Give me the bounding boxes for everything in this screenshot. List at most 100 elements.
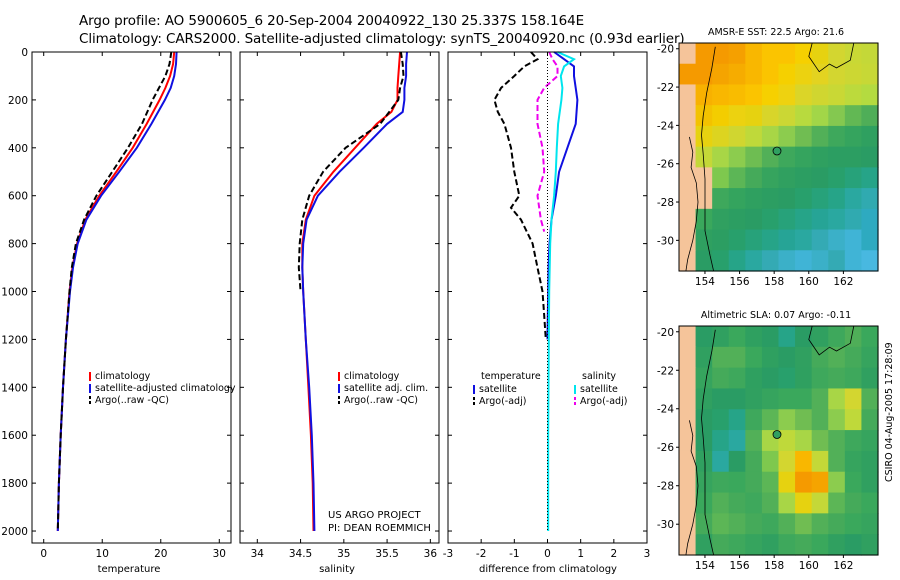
sst-map-cell xyxy=(844,43,863,65)
sst-ytick-label: -30 xyxy=(657,235,674,247)
sst-map-cell xyxy=(778,250,796,272)
sla-map-cell xyxy=(828,513,846,535)
sst-map-cell xyxy=(745,84,763,106)
sst-map-cell xyxy=(712,188,730,210)
sst-map-cell xyxy=(861,250,879,272)
sst-map-cell xyxy=(728,188,746,210)
sst-map-cell xyxy=(728,105,746,127)
sst-map-frame xyxy=(678,42,879,272)
sla-map-cell xyxy=(778,492,796,514)
sst-map-cell xyxy=(745,167,763,189)
sst-map-cell xyxy=(828,43,846,65)
sla-ytick-label: -24 xyxy=(657,404,674,416)
sla-map-cell xyxy=(695,346,713,369)
sst-map-cell xyxy=(778,125,796,148)
sst-map-cell xyxy=(745,125,763,148)
sla-map-cell xyxy=(761,492,780,514)
sla-map-cell xyxy=(811,471,829,494)
sst-map-cell xyxy=(679,84,697,106)
sst-map-cell xyxy=(712,125,730,148)
legend-entry: satellite adj. clim. xyxy=(344,383,428,394)
sla-map-cell xyxy=(728,450,746,473)
sst-map-cell xyxy=(679,125,697,148)
temperature-axes-frame xyxy=(31,51,232,544)
sla-map-title: Altimetric SLA: 0.07 Argo: -0.11 xyxy=(701,310,851,321)
sla-map-cell xyxy=(844,409,863,431)
legend-entry: Argo(..raw -QC) xyxy=(95,395,169,406)
sst-map-cell xyxy=(828,125,846,148)
sst-map-cell xyxy=(861,43,879,65)
difference-legend: temperature salinitysatelliteArgo(-adj)sa… xyxy=(473,371,627,407)
difference-xtick-label: -2 xyxy=(476,548,486,560)
salinity-series-argo-raw-qc- xyxy=(297,51,405,292)
sla-map-cell xyxy=(778,388,796,410)
temperature-ytick-label: 2000 xyxy=(1,526,28,538)
sla-map-cell xyxy=(828,450,846,473)
sst-map-cell xyxy=(844,146,863,168)
sla-xtick-label: 156 xyxy=(730,560,750,572)
sst-xtick-label: 162 xyxy=(833,276,853,288)
sst-map-cell xyxy=(844,105,863,127)
sst-map-cell xyxy=(745,208,763,231)
sst-map-cell xyxy=(861,146,879,168)
sla-map-cell xyxy=(712,346,730,369)
sla-map-frame xyxy=(678,325,879,556)
sst-map-cell xyxy=(679,63,697,86)
difference-xtick-label: 0 xyxy=(544,548,551,560)
sst-map-cell xyxy=(712,105,730,127)
sla-map-cell xyxy=(844,346,863,369)
sst-map-cell xyxy=(745,43,763,65)
sla-map-cell xyxy=(695,388,713,410)
sla-map-cell xyxy=(795,367,813,390)
salinity-panel: 34 34.5 35 35.5 36 salinity climatologysatel… xyxy=(239,51,440,575)
sst-map-cell xyxy=(811,84,829,106)
sla-map-cell xyxy=(745,492,763,514)
sla-map-cell xyxy=(778,409,796,431)
sst-map-cell xyxy=(695,43,713,65)
sst-map-cell xyxy=(761,125,780,148)
sla-map-cell xyxy=(811,534,829,556)
sla-ytick-label: -30 xyxy=(657,519,674,531)
sla-map-cell xyxy=(861,471,879,494)
sst-map-cell xyxy=(828,250,846,272)
sla-map-cell xyxy=(795,326,813,348)
sst-map-cell xyxy=(728,167,746,189)
sst-map-cell xyxy=(712,43,730,65)
sla-map-cell xyxy=(795,346,813,369)
sst-map-cell xyxy=(844,229,863,251)
sla-map-cell xyxy=(712,534,730,556)
sla-map-cell xyxy=(844,430,863,452)
sst-map-cell xyxy=(828,229,846,251)
sla-map-cell xyxy=(828,346,846,369)
sst-map-cell xyxy=(745,250,763,272)
sla-map-cell xyxy=(828,492,846,514)
sla-map-cell xyxy=(745,409,763,431)
sla-map-cell xyxy=(844,534,863,556)
sla-map-cell xyxy=(828,388,846,410)
sla-map-cell xyxy=(761,388,780,410)
sla-ytick-label: -26 xyxy=(657,442,674,454)
temperature-series-argo-raw-qc- xyxy=(56,51,173,532)
sst-map-cell xyxy=(811,188,829,210)
sla-map-cell xyxy=(828,534,846,556)
sst-map-cell xyxy=(828,105,846,127)
sst-map-cell xyxy=(795,63,813,86)
sla-map-cell xyxy=(679,450,697,473)
sla-map-cell xyxy=(745,326,763,348)
sst-map-cell xyxy=(861,125,879,148)
sst-map-cell xyxy=(712,167,730,189)
sst-map-cell xyxy=(795,43,813,65)
sla-map-cell xyxy=(844,471,863,494)
difference-series-salinity-satellite xyxy=(547,51,577,531)
temperature-series-satellite-adjusted-climatology xyxy=(56,51,178,532)
sst-map-cell xyxy=(844,250,863,272)
sla-map-cell xyxy=(795,513,813,535)
legend-entry: satellite xyxy=(580,384,618,395)
sst-map-cell xyxy=(828,63,846,86)
sst-map-cell xyxy=(828,84,846,106)
sla-ytick-label: -22 xyxy=(657,365,674,377)
temperature-ytick-label: 600 xyxy=(8,191,28,203)
sla-map-cell xyxy=(712,409,730,431)
sla-map-cell xyxy=(811,513,829,535)
sla-map-cell xyxy=(778,326,796,348)
